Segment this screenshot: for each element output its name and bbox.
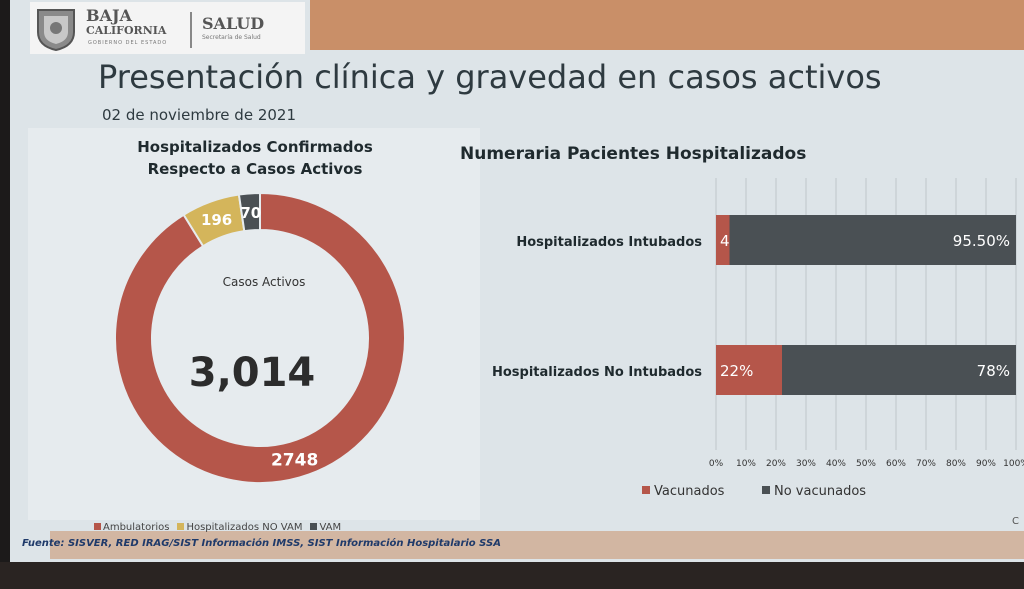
- bar-data-label: 78%: [977, 362, 1010, 380]
- bar-data-label: 22%: [720, 362, 753, 380]
- donut-label-ambulatorios: 2748: [271, 451, 318, 471]
- x-tick-label: 20%: [766, 459, 786, 469]
- x-tick-label: 30%: [796, 459, 816, 469]
- donut-center-value: 3,014: [189, 350, 316, 396]
- slide: BAJA CALIFORNIA GOBIERNO DEL ESTADO SALU…: [10, 0, 1024, 562]
- salud-subtitle: Secretaría de Salud: [202, 34, 261, 41]
- legend-entry: Hospitalizados NO VAM: [186, 522, 303, 533]
- legend-entry: VAM: [319, 522, 342, 533]
- source-note: Fuente: SISVER, RED IRAG/SIST Informació…: [22, 538, 501, 549]
- legend-entry: Vacunados: [654, 484, 725, 499]
- legend-swatch: [94, 523, 101, 530]
- x-tick-label: 40%: [826, 459, 846, 469]
- x-tick-label: 10%: [736, 459, 756, 469]
- category-label: Hospitalizados No Intubados: [492, 365, 702, 380]
- legend-swatch: [310, 523, 318, 530]
- category-label: Hospitalizados Intubados: [516, 235, 702, 250]
- donut-legend: Ambulatorios Hospitalizados NO VAM VAM: [86, 522, 341, 533]
- brand-line1: BAJA: [86, 6, 132, 25]
- x-tick-label: 80%: [946, 459, 966, 469]
- donut-title-line1: Hospitalizados Confirmados: [137, 138, 373, 156]
- legend-entry: Ambulatorios: [103, 522, 170, 533]
- donut-slice-vam: [237, 191, 261, 233]
- x-tick-label: 50%: [856, 459, 876, 469]
- brand-line2: CALIFORNIA: [86, 24, 167, 37]
- x-tick-label: 60%: [886, 459, 906, 469]
- state-seal-icon: [37, 9, 75, 52]
- donut-chart-title: Hospitalizados Confirmados Respecto a Ca…: [30, 136, 480, 180]
- legend-entry: No vacunados: [774, 484, 866, 499]
- bar-segment-no-vacunados: [782, 345, 1016, 395]
- donut-slice-ambulatorios: [114, 191, 406, 484]
- bar-chart-title: Numeraria Pacientes Hospitalizados: [460, 144, 807, 164]
- donut-center-label: Casos Activos: [223, 275, 306, 289]
- donut-chart: 2748 196 70 Casos Activos 3,014: [114, 191, 406, 484]
- logo-divider: [190, 12, 192, 48]
- x-tick-label: 70%: [916, 459, 936, 469]
- footer-strip: [50, 531, 1024, 559]
- legend-swatch: [642, 486, 650, 494]
- screen-bottom-bar: [0, 562, 1024, 589]
- x-tick-label: 0%: [709, 459, 724, 469]
- slide-title: Presentación clínica y gravedad en casos…: [98, 58, 882, 96]
- donut-label-vam: 70: [240, 204, 261, 222]
- bar-segment-vacunados: [716, 215, 730, 265]
- header-banner: [310, 0, 1024, 50]
- bar-data-label: 95.50%: [953, 232, 1010, 250]
- brand-line3: GOBIERNO DEL ESTADO: [88, 40, 168, 46]
- legend-swatch: [762, 486, 770, 494]
- legend-swatch: [177, 523, 185, 530]
- donut-label-hospitalizados-no-vam: 196: [201, 211, 232, 229]
- bar-segment-vacunados: [716, 345, 782, 395]
- x-tick-label: 90%: [976, 459, 996, 469]
- donut-title-line2: Respecto a Casos Activos: [147, 160, 363, 178]
- bar-segment-no-vacunados: [729, 215, 1016, 265]
- side-mark: C: [1012, 516, 1019, 527]
- stacked-bar-chart: 0% 10% 20% 30% 40% 50% 60% 70% 80% 90% 100% Hospita…: [492, 178, 1024, 499]
- x-tick-label: 100%: [1003, 459, 1024, 469]
- header-logo: BAJA CALIFORNIA GOBIERNO DEL ESTADO SALU…: [30, 2, 305, 54]
- slide-date: 02 de noviembre de 2021: [102, 106, 296, 124]
- salud-label: SALUD: [202, 14, 265, 33]
